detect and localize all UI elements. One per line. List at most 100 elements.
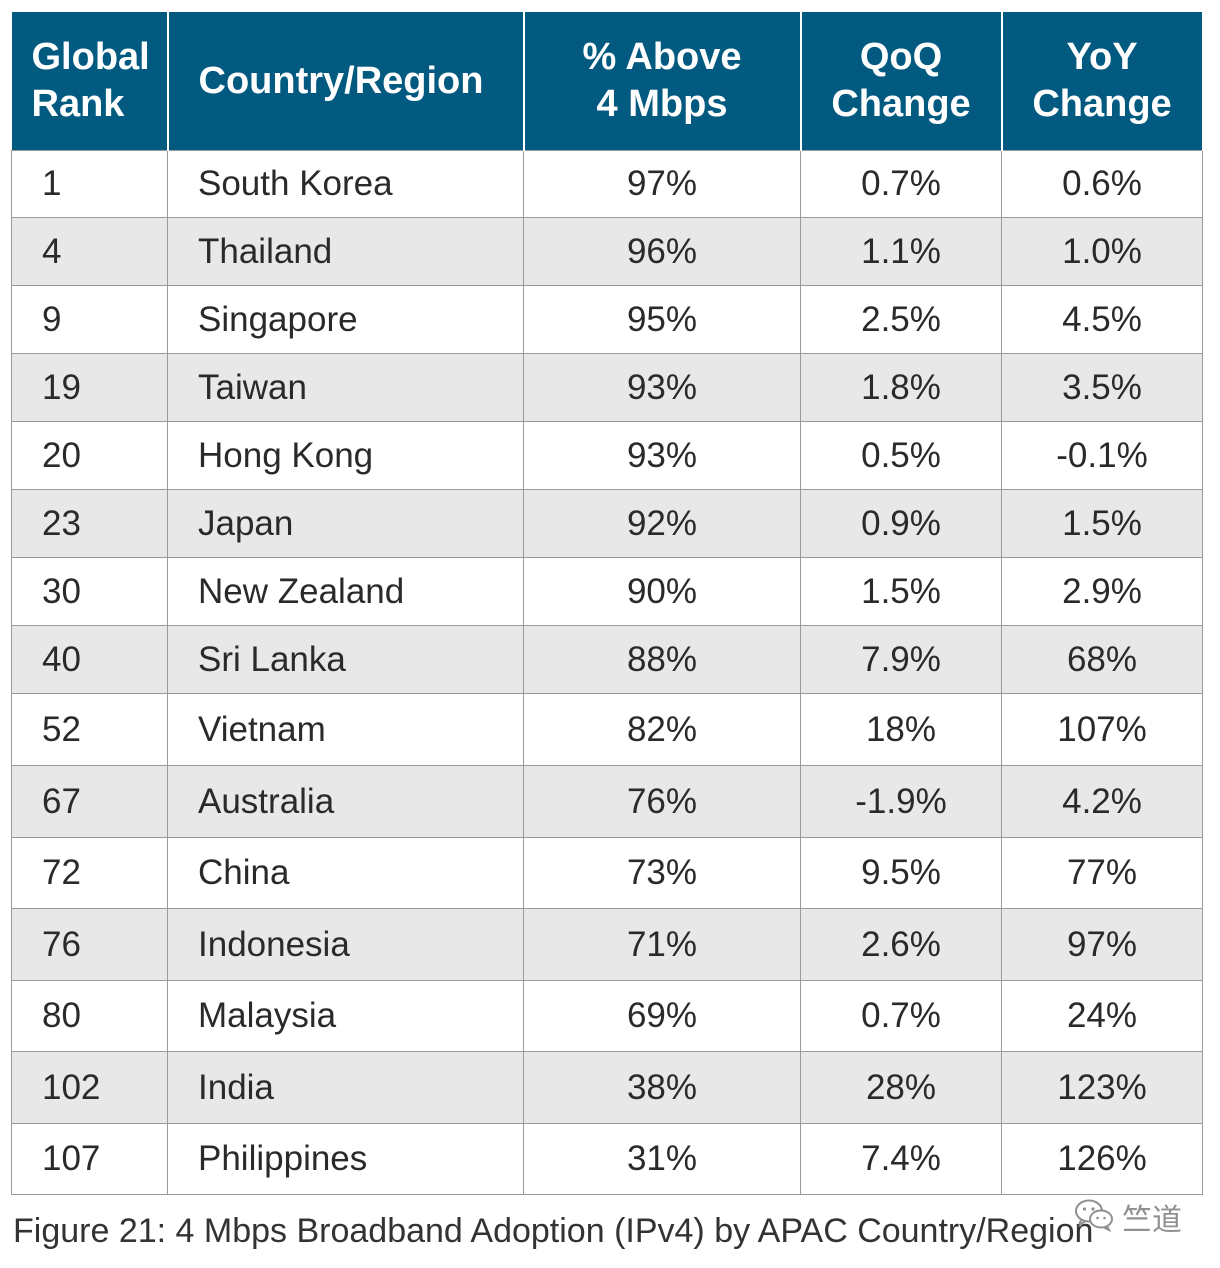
qoq-cell: 0.7% [800, 980, 1002, 1052]
qoq-cell: 0.9% [800, 489, 1002, 558]
pct-above-cell: 88% [523, 625, 801, 694]
country-cell: Thailand [167, 217, 524, 286]
table-row: 20 Hong Kong 93% 0.5% -0.1% [11, 421, 1203, 490]
country-cell: Australia [167, 765, 524, 838]
qoq-cell: 28% [800, 1051, 1002, 1124]
table-row: 19 Taiwan 93% 1.8% 3.5% [11, 353, 1203, 422]
rank-cell: 20 [11, 421, 168, 490]
yoy-cell: 1.5% [1001, 489, 1203, 558]
country-cell: Japan [167, 489, 524, 558]
table-row: 67 Australia 76% -1.9% 4.2% [11, 765, 1203, 838]
rank-cell: 30 [11, 557, 168, 626]
qoq-cell: 0.7% [800, 150, 1002, 218]
rank-cell: 19 [11, 353, 168, 422]
country-cell: China [167, 837, 524, 909]
rank-cell: 80 [11, 980, 168, 1052]
rank-cell: 76 [11, 908, 168, 981]
yoy-cell: 4.5% [1001, 285, 1203, 354]
yoy-cell: 126% [1001, 1123, 1203, 1195]
rank-cell: 4 [11, 217, 168, 286]
adoption-table-container: Global Rank Country/Region % Above 4 Mbp… [11, 12, 1204, 1195]
figure-caption: Figure 21: 4 Mbps Broadband Adoption (IP… [13, 1212, 1094, 1250]
yoy-cell: 107% [1001, 693, 1203, 766]
header-pct-above-4mbps: % Above 4 Mbps [522, 12, 802, 151]
pct-above-cell: 71% [523, 908, 801, 981]
yoy-cell: 0.6% [1001, 150, 1203, 218]
country-cell: New Zealand [167, 557, 524, 626]
qoq-cell: -1.9% [800, 765, 1002, 838]
rank-cell: 23 [11, 489, 168, 558]
qoq-cell: 9.5% [800, 837, 1002, 909]
yoy-cell: 2.9% [1001, 557, 1203, 626]
country-cell: Sri Lanka [167, 625, 524, 694]
table-row: 107 Philippines 31% 7.4% 126% [11, 1123, 1203, 1195]
header-qoq-change: QoQ Change [799, 12, 1003, 151]
pct-above-cell: 38% [523, 1051, 801, 1124]
watermark-text: 竺道 [1122, 1203, 1182, 1238]
country-cell: Singapore [167, 285, 524, 354]
qoq-cell: 0.5% [800, 421, 1002, 490]
table-row: 4 Thailand 96% 1.1% 1.0% [11, 217, 1203, 286]
qoq-cell: 1.1% [800, 217, 1002, 286]
pct-above-cell: 82% [523, 693, 801, 766]
watermark: 竺道 [1074, 1195, 1182, 1239]
rank-cell: 40 [11, 625, 168, 694]
table-body: 1 South Korea 97% 0.7% 0.6% 4 Thailand 96% 1.1% 1… [11, 150, 1203, 1195]
table-row: 30 New Zealand 90% 1.5% 2.9% [11, 557, 1203, 626]
rank-cell: 52 [11, 693, 168, 766]
pct-above-cell: 69% [523, 980, 801, 1052]
country-cell: South Korea [167, 150, 524, 218]
pct-above-cell: 93% [523, 421, 801, 490]
yoy-cell: 24% [1001, 980, 1203, 1052]
country-cell: Philippines [167, 1123, 524, 1195]
pct-above-cell: 92% [523, 489, 801, 558]
rank-cell: 9 [11, 285, 168, 354]
table-row: 102 India 38% 28% 123% [11, 1051, 1203, 1124]
country-cell: Taiwan [167, 353, 524, 422]
qoq-cell: 7.9% [800, 625, 1002, 694]
qoq-cell: 18% [800, 693, 1002, 766]
qoq-cell: 1.8% [800, 353, 1002, 422]
qoq-cell: 7.4% [800, 1123, 1002, 1195]
country-cell: Vietnam [167, 693, 524, 766]
yoy-cell: 77% [1001, 837, 1203, 909]
table-row: 80 Malaysia 69% 0.7% 24% [11, 980, 1203, 1052]
table-row: 23 Japan 92% 0.9% 1.5% [11, 489, 1203, 558]
rank-cell: 72 [11, 837, 168, 909]
header-country-region: Country/Region [166, 12, 525, 151]
wechat-icon [1074, 1198, 1114, 1237]
rank-cell: 102 [11, 1051, 168, 1124]
table-row: 72 China 73% 9.5% 77% [11, 837, 1203, 909]
yoy-cell: 3.5% [1001, 353, 1203, 422]
country-cell: India [167, 1051, 524, 1124]
yoy-cell: 4.2% [1001, 765, 1203, 838]
qoq-cell: 2.6% [800, 908, 1002, 981]
rank-cell: 1 [11, 150, 168, 218]
yoy-cell: 97% [1001, 908, 1203, 981]
yoy-cell: 1.0% [1001, 217, 1203, 286]
pct-above-cell: 73% [523, 837, 801, 909]
yoy-cell: 123% [1001, 1051, 1203, 1124]
table-row: 76 Indonesia 71% 2.6% 97% [11, 908, 1203, 981]
pct-above-cell: 95% [523, 285, 801, 354]
table-row: 9 Singapore 95% 2.5% 4.5% [11, 285, 1203, 354]
header-global-rank: Global Rank [11, 12, 169, 151]
table-header-row: Global Rank Country/Region % Above 4 Mbp… [11, 12, 1204, 151]
qoq-cell: 1.5% [800, 557, 1002, 626]
qoq-cell: 2.5% [800, 285, 1002, 354]
pct-above-cell: 97% [523, 150, 801, 218]
table-row: 52 Vietnam 82% 18% 107% [11, 693, 1203, 766]
pct-above-cell: 76% [523, 765, 801, 838]
pct-above-cell: 93% [523, 353, 801, 422]
yoy-cell: 68% [1001, 625, 1203, 694]
pct-above-cell: 90% [523, 557, 801, 626]
pct-above-cell: 96% [523, 217, 801, 286]
country-cell: Indonesia [167, 908, 524, 981]
yoy-cell: -0.1% [1001, 421, 1203, 490]
pct-above-cell: 31% [523, 1123, 801, 1195]
rank-cell: 107 [11, 1123, 168, 1195]
header-yoy-change: YoY Change [1000, 12, 1204, 151]
country-cell: Hong Kong [167, 421, 524, 490]
table-row: 40 Sri Lanka 88% 7.9% 68% [11, 625, 1203, 694]
adoption-table: Global Rank Country/Region % Above 4 Mbp… [11, 12, 1204, 1195]
